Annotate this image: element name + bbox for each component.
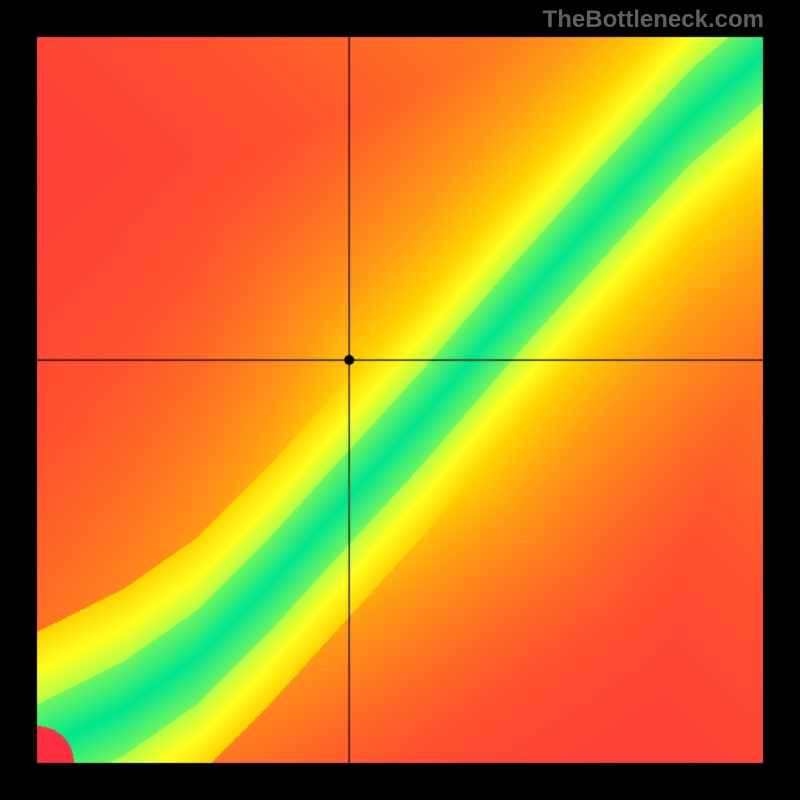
bottleneck-heatmap [0,0,800,800]
watermark-text: TheBottleneck.com [543,6,764,34]
chart-container: TheBottleneck.com [0,0,800,800]
